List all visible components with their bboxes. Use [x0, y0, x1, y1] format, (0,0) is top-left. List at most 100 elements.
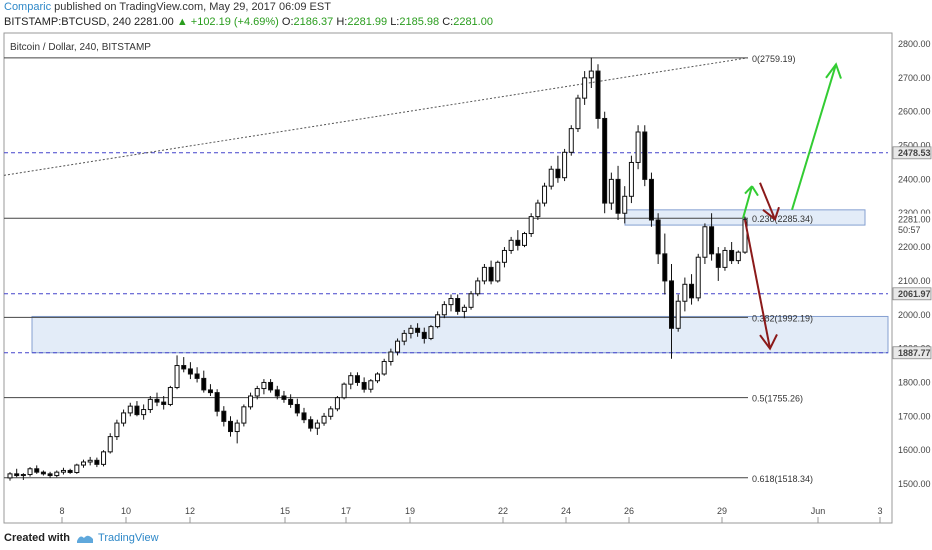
- candle-body: [194, 373, 200, 379]
- candle-body: [314, 422, 320, 429]
- price-tag-box: [892, 346, 932, 360]
- candle-body: [80, 461, 87, 466]
- candle-body: [181, 365, 187, 370]
- low-value: 2185.98: [399, 16, 440, 28]
- published-text: published on TradingView.com, May 29, 20…: [54, 1, 331, 13]
- publish-line: Comparic published on TradingView.com, M…: [4, 1, 331, 13]
- candle-body: [161, 401, 167, 405]
- price-tag-bg: [893, 213, 931, 226]
- candle-body: [575, 97, 581, 130]
- candle-body: [488, 266, 494, 282]
- candle-body: [615, 178, 621, 214]
- x-tick-label: 10: [121, 506, 131, 516]
- red-arrow-long: [744, 219, 771, 349]
- candle-body: [709, 226, 715, 255]
- fib-label: 0(2759.19): [752, 54, 796, 64]
- candle-body: [47, 473, 53, 477]
- y-tick-label: 1600.00: [898, 445, 931, 455]
- candle-body: [395, 340, 401, 353]
- candle-body: [214, 392, 220, 412]
- price-tag-label: 2281.00: [898, 215, 931, 225]
- candle-body: [201, 377, 207, 391]
- candle-body: [268, 381, 274, 391]
- price-tag-label: 50:57: [898, 225, 921, 235]
- candle-body: [361, 381, 367, 390]
- footer: Created with TradingView: [4, 532, 159, 544]
- candle-body: [294, 403, 300, 414]
- candle-body: [14, 473, 20, 477]
- y-tick-label: 2800.00: [898, 39, 931, 49]
- candle-body: [401, 332, 407, 342]
- candle-body: [328, 408, 334, 417]
- candle-body: [408, 327, 414, 334]
- price-tag-box: [892, 146, 932, 160]
- x-tick-label: 29: [717, 506, 727, 516]
- y-tick-label: 1800.00: [898, 377, 931, 387]
- price-tag-box: [892, 287, 932, 301]
- red-arrow-short: [759, 182, 776, 220]
- candle-body: [562, 151, 568, 179]
- y-tick-label: 1500.00: [898, 479, 931, 489]
- candle-body: [715, 253, 721, 268]
- candle-body: [481, 266, 487, 282]
- candle-body: [548, 168, 554, 187]
- tradingview-brand[interactable]: TradingView: [76, 532, 159, 544]
- candle-body: [542, 185, 548, 204]
- candle-body: [735, 251, 741, 262]
- candle-body: [729, 249, 735, 262]
- candle-body: [722, 249, 728, 268]
- close-label: C:: [442, 16, 454, 28]
- candle-body: [114, 422, 120, 438]
- x-tick-label: 22: [498, 506, 508, 516]
- candle-body: [107, 436, 113, 453]
- candle-body: [174, 365, 180, 389]
- candle-body: [374, 373, 381, 382]
- green-arrow-long-head: [825, 62, 842, 79]
- candle-body: [689, 283, 695, 299]
- tradingview-logo-icon: [77, 535, 94, 543]
- candle-body: [635, 131, 641, 163]
- candle-body: [662, 253, 668, 282]
- candle-body: [301, 412, 307, 421]
- x-tick-label: 17: [341, 506, 351, 516]
- close-value: 2281.00: [453, 16, 493, 28]
- candle-body: [568, 128, 574, 153]
- candle-body: [27, 468, 33, 476]
- candle-body: [535, 202, 541, 218]
- price-tag-label: 2061.97: [898, 289, 931, 299]
- candle-body: [227, 420, 234, 433]
- candle-body: [308, 419, 314, 429]
- candle-body: [274, 389, 280, 397]
- candle-body: [354, 375, 360, 383]
- candle-body: [334, 397, 340, 410]
- candle-body: [20, 474, 26, 477]
- candle-body: [167, 387, 173, 405]
- candle-body: [187, 368, 193, 375]
- candle-body: [40, 471, 46, 475]
- candle-body: [54, 471, 60, 477]
- candle-body: [127, 405, 133, 414]
- x-tick-label: 26: [624, 506, 634, 516]
- chart-frame: [3, 32, 893, 524]
- candle-body: [154, 398, 160, 403]
- candle-body: [281, 395, 287, 400]
- fib-label: 0.382(1992.19): [752, 313, 813, 323]
- chart-title: Bitcoin / Dollar, 240, BITSTAMP: [10, 42, 151, 53]
- candle-body: [321, 415, 327, 424]
- candle-body: [94, 459, 100, 465]
- y-tick-label: 2000.00: [898, 310, 931, 320]
- candle-body: [582, 77, 588, 99]
- candle-body: [655, 219, 661, 255]
- candle-body: [428, 326, 434, 339]
- candle-body: [668, 280, 675, 329]
- candle-body: [368, 380, 374, 390]
- candle-body: [448, 298, 454, 306]
- publisher-link[interactable]: Comparic: [4, 1, 52, 13]
- candle-body: [67, 469, 73, 473]
- candle-body: [435, 314, 441, 328]
- candle-body: [121, 412, 127, 424]
- candle-body: [608, 178, 614, 204]
- x-tick-label: 12: [185, 506, 195, 516]
- y-tick-label: 2200.00: [898, 242, 931, 252]
